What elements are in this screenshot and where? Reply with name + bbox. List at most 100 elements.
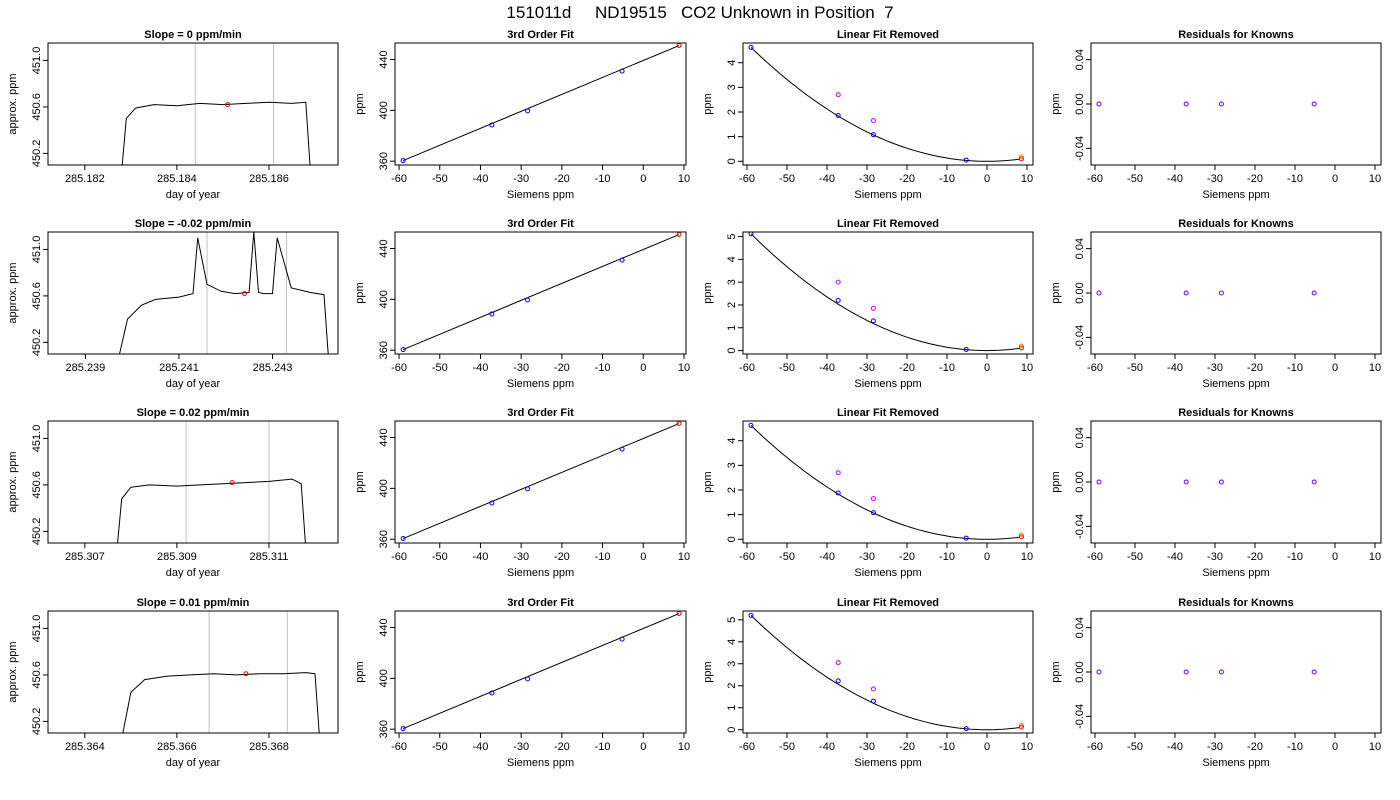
x-tick-label: 10	[678, 741, 690, 753]
known-point	[489, 122, 495, 128]
plot-area	[119, 232, 329, 354]
panel-2-4: 3rd Order Fit -60 -50 -40 -30 -20 -10 0 10 360 400…	[354, 597, 690, 769]
plot-frame	[394, 420, 687, 544]
panel-title: 3rd Order Fit	[507, 29, 574, 41]
x-tick-label: -30	[513, 173, 529, 185]
linear-removed-point	[870, 118, 876, 124]
known-point	[870, 698, 876, 704]
x-tick-label: -60	[739, 741, 755, 753]
x-tick-label: -50	[1127, 362, 1143, 374]
x-axis-label: Siemens ppm	[507, 757, 574, 769]
x-tick-label: -20	[1247, 362, 1263, 374]
known-point	[748, 422, 754, 428]
x-tick-label: -10	[939, 362, 955, 374]
plot-area	[117, 421, 306, 543]
y-tick-label: 451.0	[31, 47, 43, 75]
plot-frame	[1090, 610, 1382, 734]
panel-title: Residuals for Knowns	[1178, 29, 1294, 41]
x-axis-label: day of year	[166, 567, 221, 579]
y-tick-label: 3	[726, 84, 738, 90]
linear-removed-point	[1018, 154, 1024, 160]
x-tick-label: -60	[1087, 362, 1103, 374]
x-axis-label: Siemens ppm	[854, 378, 921, 390]
x-tick-label: -10	[939, 551, 955, 563]
x-axis-label: Siemens ppm	[1202, 567, 1269, 579]
x-tick-label: -60	[1087, 173, 1103, 185]
panel-title: Residuals for Knowns	[1178, 407, 1294, 419]
x-tick-label: -50	[779, 173, 795, 185]
x-tick-label: 10	[678, 173, 690, 185]
known-point	[963, 726, 969, 732]
x-tick-label: 10	[678, 362, 690, 374]
plot-area	[400, 43, 682, 164]
plot-area	[748, 232, 1024, 352]
x-tick-label: -20	[899, 741, 915, 753]
y-axis-label: approx. ppm	[7, 451, 19, 512]
y-axis-label: ppm	[702, 93, 714, 114]
x-tick-label: 0	[1332, 741, 1338, 753]
y-tick-label: 0.00	[1074, 661, 1086, 682]
linear-removed-point	[1018, 532, 1024, 538]
residual-curve	[750, 233, 1020, 352]
x-tick-label: -30	[1207, 551, 1223, 563]
x-tick-label: -50	[432, 173, 448, 185]
x-tick-label: 0	[640, 173, 646, 185]
x-tick-label: -50	[1127, 741, 1143, 753]
known-point	[619, 257, 625, 263]
plot-frame	[1090, 231, 1382, 355]
x-tick-label: -30	[513, 741, 529, 753]
y-tick-label: 1	[726, 134, 738, 140]
y-axis-label: ppm	[702, 661, 714, 682]
y-tick-label: 440	[378, 428, 390, 446]
y-tick-label: 3	[726, 279, 738, 285]
plot-area	[121, 43, 311, 165]
y-tick-label: 450.2	[31, 708, 43, 736]
x-tick-label: 0	[640, 741, 646, 753]
x-tick-label: -20	[554, 551, 570, 563]
x-axis-label: day of year	[166, 757, 221, 769]
panel-4-4: Residuals for Knowns -60 -50 -40 -30 -20 -10 0 1…	[1050, 597, 1382, 769]
panel-title: Linear Fit Removed	[837, 29, 939, 41]
y-tick-label: 4	[726, 256, 738, 262]
y-tick-label: 450.2	[31, 518, 43, 546]
x-tick-label: -40	[473, 362, 489, 374]
x-tick-label: 285.186	[249, 173, 289, 185]
x-tick-label: 10	[1369, 362, 1381, 374]
plot-frame	[47, 610, 339, 734]
x-axis-label: Siemens ppm	[854, 757, 921, 769]
y-tick-label: 450.6	[31, 471, 43, 499]
plot-frame	[394, 231, 687, 355]
y-tick-label: 450.2	[31, 140, 43, 168]
x-tick-label: 10	[1369, 551, 1381, 563]
x-tick-label: 285.243	[253, 362, 293, 374]
known-point	[619, 636, 625, 642]
x-tick-label: -10	[595, 173, 611, 185]
x-axis-label: Siemens ppm	[1202, 757, 1269, 769]
y-tick-label: -0.04	[1074, 325, 1086, 350]
known-point	[1183, 479, 1189, 485]
known-point	[835, 490, 841, 496]
unknown-point	[1018, 534, 1024, 540]
y-axis-label: ppm	[1050, 93, 1062, 114]
known-point	[1096, 669, 1102, 675]
y-axis-label: ppm	[1050, 661, 1062, 682]
y-tick-label: 451.0	[31, 615, 43, 643]
plot-frame	[742, 231, 1034, 355]
y-axis-label: ppm	[702, 471, 714, 492]
panel-title: 3rd Order Fit	[507, 597, 574, 609]
y-tick-label: 2	[726, 109, 738, 115]
panel-title: 3rd Order Fit	[507, 407, 574, 419]
panel-3-1: Linear Fit Removed -60 -50 -40 -30 -20 -10 0 10 0…	[702, 29, 1034, 201]
plot-area	[748, 422, 1024, 541]
linear-removed-point	[870, 305, 876, 311]
concentration-trace	[119, 232, 329, 354]
known-point	[835, 678, 841, 684]
y-tick-label: 450.2	[31, 329, 43, 357]
linear-removed-point	[870, 496, 876, 502]
unknown-point	[676, 232, 682, 238]
y-tick-label: 360	[378, 530, 390, 548]
y-tick-label: 4	[726, 60, 738, 66]
known-point	[748, 44, 754, 50]
linear-removed-point	[1018, 722, 1024, 728]
y-tick-label: 0.04	[1074, 617, 1086, 638]
